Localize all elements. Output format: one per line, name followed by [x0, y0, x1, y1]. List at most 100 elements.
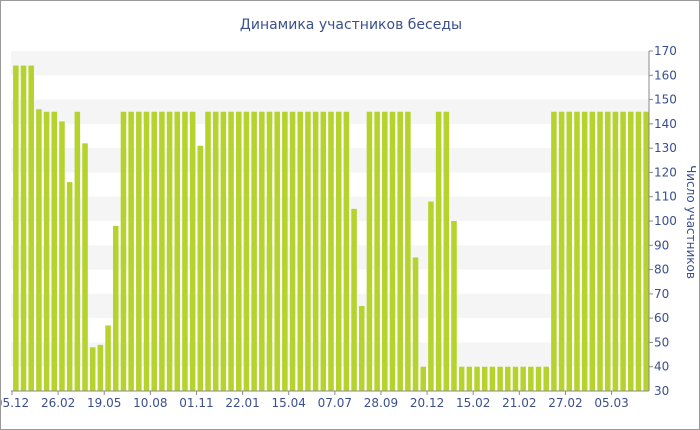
bar — [143, 111, 150, 391]
bar — [312, 111, 319, 391]
bar — [51, 111, 58, 391]
bar — [497, 366, 503, 391]
bar — [43, 111, 50, 391]
bar — [528, 366, 534, 391]
bar — [574, 111, 580, 391]
bar — [612, 111, 619, 391]
bar — [566, 111, 573, 391]
x-tick-label: 21.02 — [502, 396, 536, 410]
bar — [74, 111, 81, 391]
bar — [443, 111, 450, 391]
x-axis: 05.12 26.02 19.05 10.08 01.11 22.01 15.04 07.07… — [1, 390, 649, 410]
bar — [328, 111, 334, 391]
bar — [105, 325, 111, 391]
bar — [435, 111, 442, 391]
y-tick-label: 50 — [654, 335, 669, 349]
bar — [597, 111, 603, 391]
y-tick-label: 90 — [654, 238, 669, 252]
x-tick-label: 27.02 — [548, 396, 582, 410]
bar — [551, 111, 557, 391]
bar — [474, 366, 480, 391]
bar — [136, 111, 142, 391]
x-tick-label: 22.01 — [225, 396, 259, 410]
x-tick-label: 20.12 — [410, 396, 444, 410]
bar — [604, 111, 611, 391]
chart-title: Динамика участников беседы — [240, 17, 462, 33]
bar — [389, 111, 396, 391]
bar — [428, 201, 434, 391]
bar — [581, 111, 588, 391]
y-tick-label: 60 — [654, 311, 669, 325]
bar — [13, 65, 19, 392]
bar — [251, 111, 257, 391]
bar — [420, 366, 427, 391]
bar — [481, 366, 488, 391]
y-tick-label: 70 — [654, 287, 669, 301]
bar — [558, 111, 565, 391]
bar — [174, 111, 181, 391]
bar — [520, 366, 526, 391]
y-axis-label: Число участников — [684, 165, 698, 279]
bar — [366, 111, 373, 391]
bar — [166, 111, 173, 391]
x-tick-label: 10.08 — [133, 396, 167, 410]
bar — [151, 111, 157, 391]
bar — [28, 65, 34, 392]
bar — [36, 109, 42, 392]
bar — [197, 145, 204, 391]
bar — [274, 111, 280, 391]
y-tick-label: 170 — [654, 44, 677, 58]
x-tick-label: 19.05 — [87, 396, 121, 410]
bar — [466, 366, 473, 391]
bar — [335, 111, 342, 391]
bar — [282, 111, 288, 391]
bar — [89, 347, 96, 391]
bar — [259, 111, 265, 391]
bar — [59, 121, 65, 391]
x-tick-label: 05.12 — [1, 396, 29, 410]
bar — [320, 111, 327, 391]
bar — [220, 111, 227, 391]
bar — [374, 111, 380, 391]
bars — [13, 65, 649, 392]
bar — [128, 111, 134, 391]
y-tick-label: 140 — [654, 117, 677, 131]
x-tick-label: 28.09 — [364, 396, 398, 410]
y-tick-label: 40 — [654, 360, 669, 374]
y-tick-label: 80 — [654, 263, 669, 277]
bar — [235, 111, 242, 391]
bar — [489, 366, 496, 391]
x-tick-label: 01.11 — [179, 396, 213, 410]
y-tick-label: 160 — [654, 68, 677, 82]
bar — [289, 111, 296, 391]
bar — [505, 366, 511, 391]
bar — [212, 111, 219, 391]
bar — [543, 366, 549, 391]
bar — [305, 111, 311, 391]
bar — [297, 111, 304, 391]
bar — [343, 111, 350, 391]
bar — [66, 182, 73, 391]
bar — [243, 111, 250, 391]
y-tick-label: 150 — [654, 93, 677, 107]
grid-band — [11, 51, 649, 76]
bar — [266, 111, 273, 391]
bar — [351, 208, 357, 391]
y-axis: 40 50 60 70 80 90 100 110 120 130 140 150 160 170 30 — [648, 44, 677, 398]
y-tick-label: 120 — [654, 165, 677, 179]
x-tick-label: 15.04 — [272, 396, 306, 410]
bar — [358, 306, 365, 391]
bar — [451, 221, 457, 391]
bar — [82, 143, 88, 391]
bar — [113, 225, 119, 391]
bar — [382, 111, 388, 391]
bar — [97, 344, 104, 391]
bar — [628, 111, 634, 391]
bar — [397, 111, 403, 391]
bar — [189, 111, 196, 391]
bar — [643, 111, 649, 391]
x-tick-label: 05.03 — [594, 396, 628, 410]
bar — [620, 111, 626, 391]
